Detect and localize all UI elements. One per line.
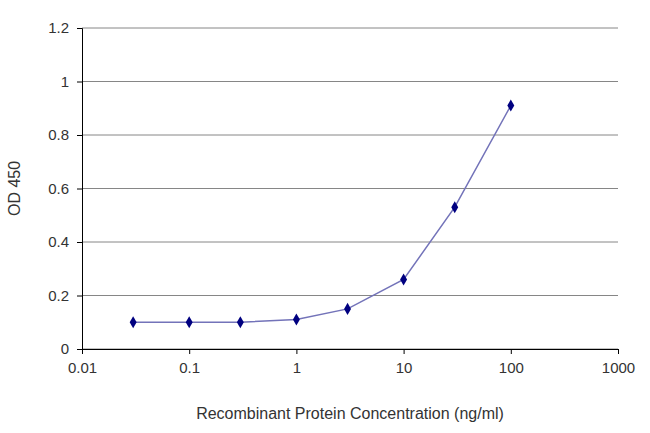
- y-tick-mark: [77, 135, 82, 136]
- y-tick-label: 0.6: [48, 180, 69, 197]
- y-tick: 0.4: [48, 233, 82, 250]
- y-axis: 0 0.2 0.4 0.6 0.8 1 1.2: [48, 19, 82, 357]
- grid-line: [82, 295, 618, 296]
- grid-line: [82, 28, 618, 29]
- y-tick-label: 1.2: [48, 19, 69, 36]
- y-tick-label: 0.8: [48, 126, 69, 143]
- x-tick-label: 10: [396, 359, 413, 376]
- x-tick-label: 0.01: [68, 359, 97, 376]
- y-tick-mark: [77, 296, 82, 297]
- x-tick-label: 1: [293, 359, 301, 376]
- data-point: [344, 303, 351, 315]
- x-axis: 0.01 0.1 1 10 100 1000: [68, 349, 635, 376]
- y-tick-mark: [77, 82, 82, 83]
- x-axis-line: [83, 350, 619, 355]
- data-point: [400, 273, 407, 285]
- y-tick-mark: [77, 349, 82, 350]
- y-tick: 1.2: [48, 19, 82, 36]
- grid-line: [82, 135, 618, 136]
- data-point: [507, 100, 514, 112]
- x-tick: 0.1: [179, 349, 200, 376]
- y-tick: 1: [61, 73, 82, 90]
- data-point: [451, 201, 458, 213]
- y-tick-mark: [77, 28, 82, 29]
- grid-line: [82, 242, 618, 243]
- x-tick-label: 100: [499, 359, 524, 376]
- x-tick-label: 1000: [602, 359, 635, 376]
- y-tick: 0: [61, 340, 82, 357]
- x-axis-title: Recombinant Protein Concentration (ng/ml…: [196, 405, 504, 422]
- chart: 0.01 0.1 1 10 100 1000 0 0.2 0.4 0.6 0.8 1 1.2 Recomb…: [0, 0, 650, 433]
- data-point: [186, 316, 193, 328]
- x-tick: 1000: [602, 349, 635, 376]
- data-point: [293, 314, 300, 326]
- y-axis-line: [77, 29, 83, 350]
- x-tick: 10: [396, 349, 413, 376]
- y-tick: 0.8: [48, 126, 82, 143]
- x-tick-mark: [618, 349, 619, 354]
- y-tick: 0.2: [48, 287, 82, 304]
- y-tick-mark: [77, 242, 82, 243]
- x-tick-mark: [511, 349, 512, 354]
- y-tick-mark: [77, 189, 82, 190]
- y-tick-label: 1: [61, 73, 69, 90]
- x-tick: 100: [499, 349, 524, 376]
- x-tick: 0.01: [68, 349, 97, 376]
- data-line: [133, 106, 511, 323]
- data-point: [130, 316, 137, 328]
- y-tick-label: 0.2: [48, 287, 69, 304]
- grid-line: [82, 81, 618, 82]
- data-layer: [130, 100, 515, 329]
- x-tick-mark: [404, 349, 405, 354]
- x-tick: 1: [293, 349, 301, 376]
- grid: [82, 28, 618, 349]
- plot-area: 0.01 0.1 1 10 100 1000 0 0.2 0.4 0.6 0.8 1 1.2: [48, 19, 635, 375]
- data-point: [237, 316, 244, 328]
- y-tick-label: 0: [61, 340, 69, 357]
- y-axis-title: OD 450: [6, 161, 23, 216]
- y-tick: 0.6: [48, 180, 82, 197]
- x-tick-mark: [189, 349, 190, 354]
- grid-line: [82, 188, 618, 189]
- y-tick-label: 0.4: [48, 233, 69, 250]
- x-tick-mark: [296, 349, 297, 354]
- x-tick-label: 0.1: [179, 359, 200, 376]
